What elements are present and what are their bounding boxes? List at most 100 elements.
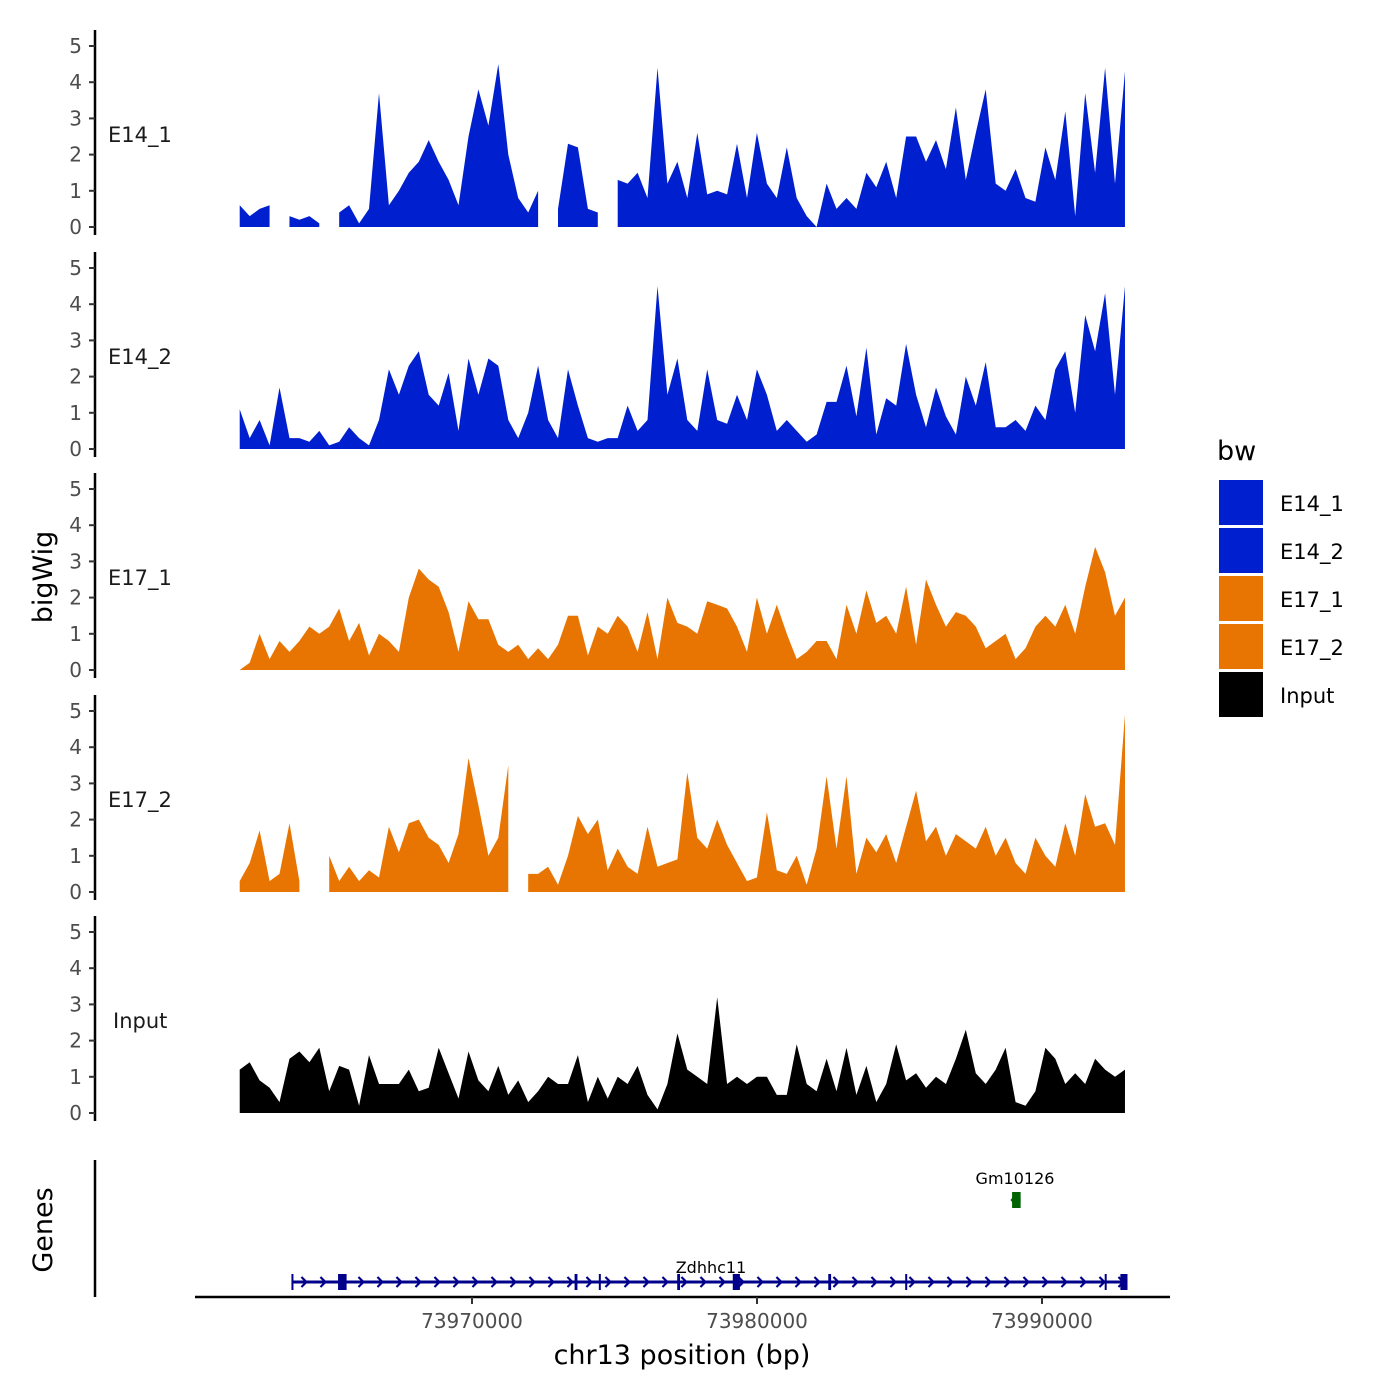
strand-arrow-icon: [452, 1276, 461, 1288]
area-E14_1: [289, 216, 320, 227]
y-tick-label: 4: [69, 70, 82, 94]
y-tick-label: 3: [69, 992, 82, 1016]
exon: [338, 1274, 347, 1290]
y-tick-label: 4: [69, 735, 82, 759]
strand-arrow-icon: [775, 1276, 784, 1288]
y-tick-label: 2: [69, 365, 82, 389]
strand-arrow-icon: [661, 1276, 670, 1288]
strand-arrow-icon: [300, 1276, 309, 1288]
y-tick-label: 3: [69, 106, 82, 130]
strand-arrow-icon: [737, 1276, 746, 1288]
panel-label: E14_2: [108, 345, 172, 370]
strand-arrow-icon: [471, 1276, 480, 1288]
strand-arrow-icon: [908, 1276, 917, 1288]
strand-arrow-icon: [870, 1276, 879, 1288]
strand-arrow-icon: [946, 1276, 955, 1288]
area-E14_1: [239, 205, 270, 227]
x-axis: 73970000 73980000 73990000: [195, 1295, 1170, 1333]
y-tick-label: 0: [69, 658, 82, 682]
y-tick-label: 5: [69, 699, 82, 723]
legend-label: E17_2: [1280, 636, 1344, 661]
legend-label: E14_1: [1280, 492, 1344, 517]
y-tick-label: 1: [69, 179, 82, 203]
y-tick-label: 0: [69, 437, 82, 461]
panel-E14_2: 0 1 2 3 4 5 E14_2: [69, 252, 1125, 461]
gene-Zdhhc11: Zdhhc11: [291, 1258, 1128, 1290]
y-tick-label: 2: [69, 1029, 82, 1053]
genes-track: Zdhhc11 Gm10126: [93, 1160, 1128, 1297]
panel-E17_1: 0 1 2 3 4 5 E17_1: [69, 473, 1125, 682]
exon: [905, 1274, 908, 1290]
y-tick-label: 1: [69, 401, 82, 425]
legend-key-Input: [1219, 672, 1263, 717]
strand-arrow-icon: [889, 1276, 898, 1288]
exon: [1120, 1274, 1128, 1290]
area-E17_2: [528, 714, 1125, 892]
panel-E17_2: 0 1 2 3 4 5 E17_2: [69, 695, 1125, 904]
strand-arrow-icon: [490, 1276, 499, 1288]
y-tick-label: 5: [69, 34, 82, 58]
y-axis-title: bigWig: [28, 531, 59, 624]
y-tick-label: 2: [69, 143, 82, 167]
y-tick-label: 2: [69, 808, 82, 832]
area-E17_2: [329, 758, 509, 892]
y-tick-label: 0: [69, 215, 82, 239]
strand-arrow-icon: [756, 1276, 765, 1288]
y-tick-label: 4: [69, 292, 82, 316]
strand-arrow-icon: [376, 1276, 385, 1288]
exon: [574, 1274, 578, 1290]
legend-key-E17_2: [1219, 624, 1263, 669]
x-tick-label: 73980000: [706, 1309, 808, 1333]
exon: [1012, 1192, 1021, 1208]
strand-arrow-icon: [604, 1276, 613, 1288]
strand-arrow-icon: [794, 1276, 803, 1288]
panel-E14_1: 0 1 2 3 4 5 E14_1: [69, 30, 1125, 239]
strand-arrow-icon: [433, 1276, 442, 1288]
strand-arrow-icon: [1022, 1276, 1031, 1288]
strand-arrow-icon: [699, 1276, 708, 1288]
area-E14_1: [558, 143, 598, 227]
x-tick-label: 73990000: [991, 1309, 1093, 1333]
strand-arrow-icon: [813, 1276, 822, 1288]
y-tick-label: 3: [69, 549, 82, 573]
y-tick-label: 1: [69, 844, 82, 868]
y-tick-label: 1: [69, 622, 82, 646]
area-E17_2: [239, 823, 300, 892]
strand-arrow-icon: [1041, 1276, 1050, 1288]
exon: [732, 1274, 740, 1290]
strand-arrow-icon: [395, 1276, 404, 1288]
legend-label: Input: [1280, 684, 1334, 708]
legend-title: bw: [1217, 436, 1256, 467]
y-tick-label: 2: [69, 586, 82, 610]
strand-arrow-icon: [547, 1276, 556, 1288]
exon: [677, 1274, 681, 1290]
strand-arrow-icon: [927, 1276, 936, 1288]
bigwig-panels: 0 1 2 3 4 5 E14_1 0 1 2 3 4 5 E14_2 0 1 2 3 4 5 E17_1 0 1 2 3 4 5 E…: [69, 30, 1125, 1125]
area-E17_1: [239, 546, 1125, 670]
y-tick-label: 0: [69, 1101, 82, 1125]
gene-label: Gm10126: [976, 1169, 1055, 1188]
exon: [598, 1274, 601, 1290]
panel-label: E14_1: [108, 123, 172, 148]
y-tick-label: 3: [69, 328, 82, 352]
strand-arrow-icon: [1098, 1276, 1107, 1288]
y-tick-label: 0: [69, 880, 82, 904]
legend: bw E14_1 E14_2 E17_1 E17_2 Input: [1217, 436, 1344, 717]
legend-key-E17_1: [1219, 576, 1263, 621]
strand-arrow-icon: [566, 1276, 575, 1288]
panel-label: E17_1: [108, 566, 172, 591]
strand-arrow-icon: [1079, 1276, 1088, 1288]
strand-arrow-icon: [832, 1276, 841, 1288]
y-tick-label: 4: [69, 956, 82, 980]
gene-label: Zdhhc11: [676, 1258, 747, 1277]
legend-key-E14_2: [1219, 528, 1263, 573]
strand-arrow-icon: [1003, 1276, 1012, 1288]
y-tick-label: 5: [69, 477, 82, 501]
strand-arrow-icon: [965, 1276, 974, 1288]
strand-arrow-icon: [319, 1276, 328, 1288]
y-tick-label: 3: [69, 771, 82, 795]
strand-arrow-icon: [528, 1276, 537, 1288]
x-axis-title: chr13 position (bp): [554, 1340, 811, 1371]
gene-Gm10126: Gm10126: [976, 1169, 1055, 1208]
